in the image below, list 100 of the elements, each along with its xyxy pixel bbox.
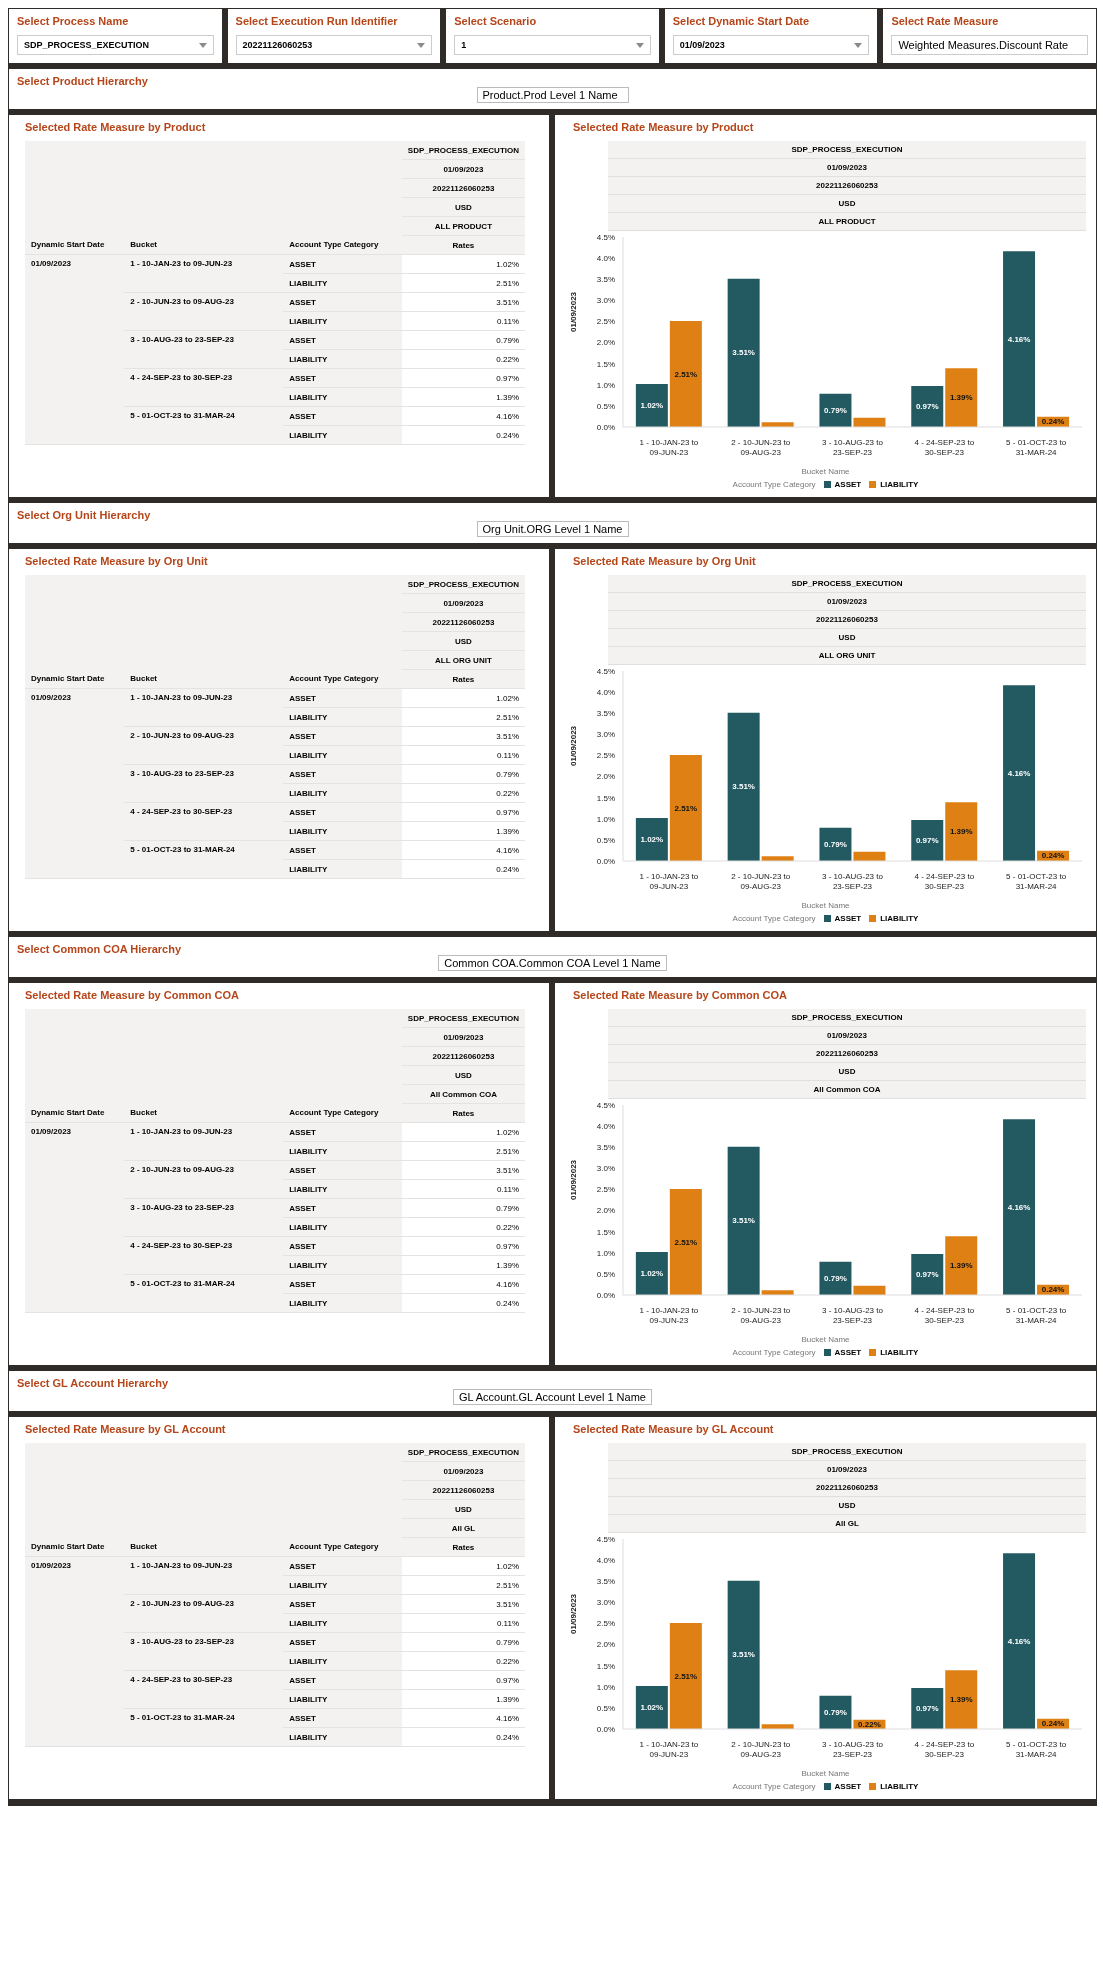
- text: 0.79%: [401, 1198, 525, 1218]
- bar: [635, 817, 668, 861]
- text: SDP_PROCESS_EXECUTION: [608, 141, 1086, 159]
- text: 0.79%: [401, 330, 525, 350]
- text: 1.02%: [401, 688, 525, 708]
- data-label: 2.51%: [674, 1237, 698, 1247]
- bar: [1003, 1553, 1036, 1729]
- text: 01/09/2023: [608, 159, 1086, 177]
- text: ASSET: [283, 1274, 402, 1294]
- data-label: 1.39%: [949, 393, 973, 403]
- y-tick-label: 0.5%: [596, 401, 615, 411]
- data-label: 0.97%: [915, 402, 939, 412]
- text: 01/09/2023: [608, 593, 1086, 611]
- text: 4.16%: [401, 1708, 525, 1728]
- text: SDP_PROCESS_EXECUTION: [608, 1009, 1086, 1027]
- text: 0.11%: [401, 1179, 525, 1199]
- text: LIABILITY: [283, 859, 402, 879]
- text: LIABILITY: [283, 783, 402, 803]
- text: ASSET: [283, 764, 402, 784]
- chart-title: Selected Rate Measure by Org Unit: [572, 555, 757, 567]
- y-tick-label: 0.5%: [596, 1269, 615, 1279]
- text: 1 - 10-JAN-23 to 09-JUN-23: [124, 254, 284, 293]
- data-label: 0.97%: [915, 836, 939, 846]
- text: SDP_PROCESS_EXECUTION: [608, 575, 1086, 593]
- y-tick-label: 0.0%: [596, 856, 615, 866]
- text: ASSET: [283, 1708, 402, 1728]
- text: SDP_PROCESS_EXECUTION: [24, 40, 150, 50]
- data-label: 2.51%: [674, 803, 698, 813]
- legend-label: LIABILITY: [879, 480, 919, 489]
- text: 20221126060253: [608, 1479, 1086, 1497]
- text: 4 - 24-SEP-23 to 30-SEP-23: [124, 368, 284, 407]
- text: 4.16%: [401, 840, 525, 860]
- text: 0.22%: [401, 783, 525, 803]
- text: 4 - 24-SEP-23 to 30-SEP-23: [124, 1670, 284, 1709]
- text: Selected Rate Measure by Org Unit: [25, 555, 209, 567]
- text: ASSET: [283, 802, 402, 822]
- text: 0.22%: [401, 349, 525, 369]
- bar: [945, 368, 978, 427]
- y-tick-label: 1.0%: [596, 814, 615, 824]
- text: 01/09/2023: [679, 40, 725, 50]
- y-tick-label: 1.0%: [596, 380, 615, 390]
- text: All GL: [401, 1518, 525, 1538]
- x-tick-label: 2 - 10-JUN-23 to 09-AUG-23: [731, 438, 791, 457]
- y-tick-label: 2.0%: [596, 772, 615, 782]
- legend-label: ASSET: [833, 914, 862, 923]
- text: 01/09/2023: [401, 1027, 525, 1047]
- bar: [1003, 685, 1036, 861]
- text: USD: [401, 631, 525, 651]
- text: 0.22%: [401, 1651, 525, 1671]
- y-axis-title: 01/09/2023: [568, 1593, 578, 1634]
- data-label: 0.79%: [824, 1707, 847, 1717]
- data-label: 0.24%: [1041, 417, 1065, 427]
- y-tick-label: 0.0%: [596, 1290, 615, 1300]
- x-tick-label: 1 - 10-JAN-23 to 09-JUN-23: [639, 438, 699, 457]
- y-tick-label: 1.5%: [596, 359, 615, 369]
- text: 20221126060253: [608, 177, 1086, 195]
- text: 20221126060253: [401, 1480, 525, 1500]
- text: SDP_PROCESS_EXECUTION: [401, 141, 525, 160]
- text: LIABILITY: [283, 1613, 402, 1633]
- text: LIABILITY: [283, 1293, 402, 1313]
- text: 0.97%: [401, 1670, 525, 1690]
- data-label: 3.51%: [732, 1216, 755, 1226]
- y-tick-label: 1.0%: [596, 1682, 615, 1692]
- data-label: 1.02%: [640, 1702, 664, 1712]
- legend-label: LIABILITY: [879, 1348, 919, 1357]
- data-label: 0.79%: [824, 1273, 847, 1283]
- text: 3 - 10-AUG-23 to 23-SEP-23: [124, 1632, 284, 1671]
- bar: [635, 1685, 668, 1729]
- text: 2 - 10-JUN-23 to 09-AUG-23: [124, 292, 284, 331]
- y-tick-label: 4.5%: [596, 666, 615, 676]
- text: ASSET: [283, 1632, 402, 1652]
- legend-title: Account Type Category: [732, 480, 816, 489]
- text: ASSET: [283, 254, 402, 274]
- text: SDP_PROCESS_EXECUTION: [401, 575, 525, 594]
- bar: [911, 386, 944, 427]
- text: ASSET: [283, 368, 402, 388]
- x-tick-label: 4 - 24-SEP-23 to 30-SEP-23: [914, 1740, 975, 1759]
- x-tick-label: 3 - 10-AUG-23 to 23-SEP-23: [822, 438, 884, 457]
- text: ASSET: [283, 292, 402, 312]
- text: 20221126060253: [401, 1046, 525, 1066]
- text: 20221126060253: [608, 1045, 1086, 1063]
- chart-title: Selected Rate Measure by Common COA: [572, 989, 788, 1001]
- y-tick-label: 2.0%: [596, 1206, 615, 1216]
- x-axis-title: Bucket Name: [800, 901, 851, 910]
- text: 01/09/2023: [401, 1461, 525, 1481]
- y-tick-label: 2.0%: [596, 338, 615, 348]
- text: 1.39%: [401, 821, 525, 841]
- text: 3.51%: [401, 292, 525, 312]
- y-tick-label: 4.0%: [596, 687, 615, 697]
- y-axis-title: 01/09/2023: [568, 291, 578, 332]
- text: 3.51%: [401, 1160, 525, 1180]
- text: 4 - 24-SEP-23 to 30-SEP-23: [124, 802, 284, 841]
- text: Product.Prod Level 1 Name: [476, 87, 629, 103]
- text: 4 - 24-SEP-23 to 30-SEP-23: [124, 1236, 284, 1275]
- legend-label: LIABILITY: [879, 1782, 919, 1791]
- y-tick-label: 4.0%: [596, 1121, 615, 1131]
- text: 3 - 10-AUG-23 to 23-SEP-23: [124, 330, 284, 369]
- text: ASSET: [283, 406, 402, 426]
- bar: [727, 1580, 760, 1729]
- text: 4.16%: [401, 1274, 525, 1294]
